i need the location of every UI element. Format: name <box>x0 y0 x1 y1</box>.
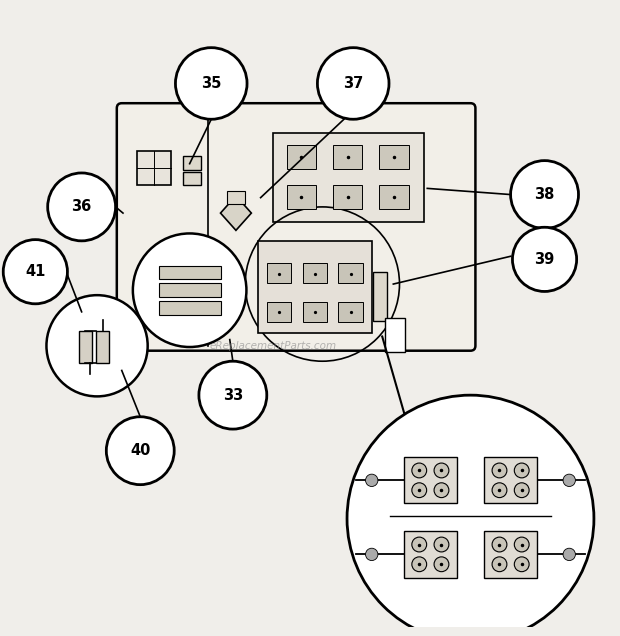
Circle shape <box>563 474 575 487</box>
Text: 37: 37 <box>343 76 363 91</box>
Bar <box>484 457 537 504</box>
Bar <box>379 185 409 209</box>
Circle shape <box>492 557 507 572</box>
Bar <box>227 191 245 204</box>
Polygon shape <box>221 196 251 230</box>
Bar <box>137 151 171 185</box>
Bar <box>286 145 316 169</box>
Text: 40: 40 <box>130 443 151 458</box>
Bar <box>404 457 456 504</box>
Bar <box>379 145 409 169</box>
Bar <box>159 284 221 297</box>
Circle shape <box>511 161 578 228</box>
Bar <box>267 302 291 322</box>
Circle shape <box>366 474 378 487</box>
Circle shape <box>3 240 68 304</box>
Text: 41: 41 <box>25 264 45 279</box>
Bar <box>96 331 109 363</box>
Circle shape <box>492 463 507 478</box>
Circle shape <box>317 48 389 120</box>
Text: 33: 33 <box>223 388 243 403</box>
Bar <box>184 156 201 170</box>
Bar <box>404 531 456 577</box>
Bar <box>385 318 405 352</box>
Circle shape <box>515 537 529 552</box>
Circle shape <box>492 537 507 552</box>
Circle shape <box>175 48 247 120</box>
Bar <box>339 302 363 322</box>
Text: 36: 36 <box>71 200 92 214</box>
Circle shape <box>563 548 575 560</box>
Bar <box>159 301 221 315</box>
Bar <box>267 263 291 284</box>
Circle shape <box>515 463 529 478</box>
Circle shape <box>492 483 507 497</box>
Circle shape <box>133 233 246 347</box>
Circle shape <box>515 483 529 497</box>
Circle shape <box>347 395 594 636</box>
Text: eReplacementParts.com: eReplacementParts.com <box>210 341 337 351</box>
Circle shape <box>412 557 427 572</box>
Bar <box>257 241 372 333</box>
Bar <box>339 263 363 284</box>
Circle shape <box>412 463 427 478</box>
Bar <box>79 331 92 363</box>
Circle shape <box>434 463 449 478</box>
Circle shape <box>434 483 449 497</box>
Bar <box>333 145 363 169</box>
FancyBboxPatch shape <box>117 103 476 350</box>
Bar <box>484 531 537 577</box>
Circle shape <box>434 537 449 552</box>
Circle shape <box>412 537 427 552</box>
Text: 38: 38 <box>534 187 555 202</box>
Bar <box>184 172 201 185</box>
Circle shape <box>366 548 378 560</box>
Bar <box>303 263 327 284</box>
Circle shape <box>513 227 577 291</box>
Circle shape <box>48 173 115 241</box>
Circle shape <box>106 417 174 485</box>
Circle shape <box>199 361 267 429</box>
Bar <box>303 302 327 322</box>
Bar <box>273 133 424 223</box>
Bar <box>159 266 221 279</box>
Circle shape <box>412 483 427 497</box>
Text: 35: 35 <box>201 76 221 91</box>
Bar <box>286 185 316 209</box>
Circle shape <box>515 557 529 572</box>
Bar <box>373 272 386 321</box>
Circle shape <box>46 295 148 396</box>
Text: 39: 39 <box>534 252 555 267</box>
Bar <box>333 185 363 209</box>
Circle shape <box>434 557 449 572</box>
